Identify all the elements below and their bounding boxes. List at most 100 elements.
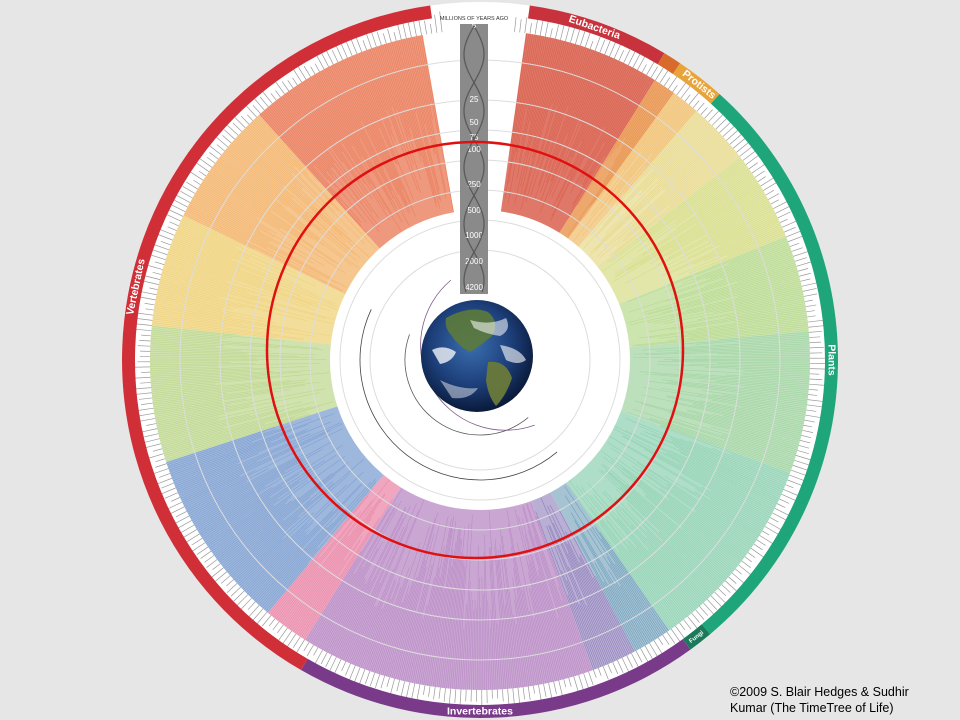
branch-line [665, 260, 795, 302]
branch-line [150, 369, 313, 381]
branch-line [339, 595, 370, 659]
branch-line [526, 35, 541, 109]
branch-line [382, 44, 412, 137]
branch-line [400, 522, 441, 681]
branch-line [189, 459, 297, 518]
branch-line [615, 185, 761, 276]
branch-line [577, 70, 640, 183]
branch-line [671, 381, 808, 398]
branch-line [527, 37, 550, 137]
branch-line [628, 544, 688, 618]
branch-line [178, 226, 251, 259]
species-tick [728, 576, 737, 584]
branch-line [204, 454, 337, 543]
branch-line [683, 486, 761, 535]
species-tick [198, 170, 207, 177]
species-tick [329, 656, 337, 671]
band-archaea [657, 53, 681, 74]
branch-line [170, 245, 261, 280]
branch-line [408, 618, 424, 683]
branch-line [263, 110, 362, 223]
branch-line [151, 331, 227, 339]
branch-line [156, 392, 320, 427]
branch-line [157, 404, 278, 432]
branch-line [681, 472, 769, 522]
branch-line [567, 79, 655, 220]
branch-line [583, 93, 675, 219]
branch-line [736, 369, 810, 373]
branch-line [159, 409, 279, 440]
branch-line [595, 131, 719, 250]
branch-line [417, 35, 432, 103]
branch-line [421, 518, 452, 685]
branch-line [579, 562, 626, 657]
branch-line [521, 518, 565, 680]
branch-line [532, 39, 562, 150]
branch-line [235, 538, 283, 582]
branch-line [567, 553, 618, 661]
branch-line [459, 628, 464, 690]
branch-line [586, 482, 698, 609]
branch-line [152, 392, 228, 404]
branch-line [711, 399, 806, 417]
branch-line [153, 391, 270, 410]
branch-line [442, 528, 462, 688]
branch-line [150, 343, 216, 348]
species-tick [800, 278, 811, 282]
branch-line [353, 569, 394, 665]
branch-line [604, 78, 653, 157]
species-tick [350, 39, 358, 54]
branch-line [151, 383, 216, 391]
species-tick [809, 341, 821, 344]
species-tick [177, 520, 192, 529]
branch-line [720, 217, 778, 246]
branch-line [215, 500, 293, 559]
branch-line [192, 448, 324, 523]
branch-line [586, 67, 633, 155]
branch-line [156, 412, 226, 428]
branch-line [348, 526, 408, 663]
species-tick [726, 129, 739, 141]
branch-line [344, 582, 381, 662]
branch-line [219, 462, 349, 563]
branch-line [225, 149, 351, 253]
branch-line [252, 120, 339, 212]
branch-line [300, 529, 371, 638]
branch-line [440, 526, 461, 688]
species-tick [252, 104, 261, 114]
species-tick [688, 91, 701, 105]
branch-line [709, 249, 792, 279]
species-tick [230, 586, 241, 597]
branch-line [220, 155, 277, 201]
branch-line [190, 200, 331, 279]
branch-line [150, 366, 218, 369]
branch-line [364, 598, 392, 670]
branch-line [603, 456, 740, 565]
branch-line [643, 448, 771, 518]
band-label-plants: Plants [826, 344, 838, 376]
branch-line [570, 58, 616, 158]
branch-line [698, 299, 805, 320]
branch-line [627, 146, 733, 236]
species-tick [241, 115, 250, 125]
branch-line [693, 224, 782, 265]
branch-line [476, 545, 479, 690]
branch-line [673, 420, 795, 460]
branch-line [154, 303, 231, 317]
branch-line [698, 499, 759, 538]
branch-line [579, 55, 607, 119]
branch-line [299, 575, 340, 637]
branch-line [530, 560, 562, 681]
branch-line [266, 563, 309, 613]
branch-line [152, 322, 304, 341]
species-tick [544, 21, 549, 37]
branch-line [603, 581, 642, 649]
species-tick [272, 621, 280, 631]
species-tick [143, 280, 159, 285]
species-tick [785, 484, 794, 489]
branch-line [607, 103, 689, 203]
branch-line [166, 256, 330, 311]
species-tick [650, 66, 658, 78]
branch-line [616, 82, 660, 148]
branch-line [158, 284, 275, 313]
